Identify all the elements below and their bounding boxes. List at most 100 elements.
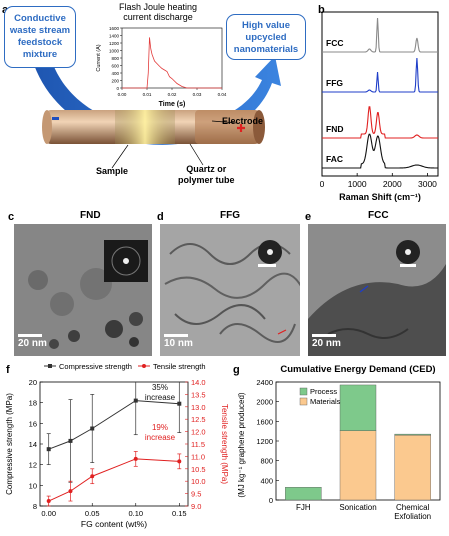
ced-ytick-label: 400 [260, 476, 273, 485]
strength-point [133, 456, 138, 461]
strength-ytick-left-label: 20 [29, 378, 37, 387]
strength-xtick-label: 0.10 [128, 509, 143, 518]
current-discharge-inset: 0 200 400 600 800 1000 1200 1400 1600 0.00 0.01 0.0… [92, 24, 228, 110]
inset-ytick-label: 200 [111, 79, 119, 84]
legend-swatch-process [299, 387, 308, 396]
inset-title: Flash Joule heating current discharge [98, 2, 218, 22]
strength-ytick-right-label: 11.0 [191, 452, 205, 461]
strength-ytick-right-label: 9.5 [191, 490, 201, 499]
strength-ytick-right-label: 11.5 [191, 440, 205, 449]
inset-xtick-label: 0.01 [143, 92, 152, 97]
strength-ytick-right-label: 14.0 [191, 378, 206, 387]
nanomaterials-line: nanomaterials [233, 44, 299, 55]
label-tube-line: polymer tube [178, 175, 235, 185]
label-electrode: Electrode [222, 116, 264, 126]
panel-a [0, 0, 310, 208]
scale-bar-ffg [164, 334, 188, 337]
legend-label-materials: Materials [310, 397, 341, 406]
scale-bar-fnd [18, 334, 42, 337]
tem-image-fnd: 20 nm [14, 224, 152, 356]
raman-xtick-label: 0 [320, 179, 325, 189]
strength-point [133, 398, 138, 403]
ced-bar-materials [394, 434, 431, 501]
legend-label-tensile: Tensile strength [153, 362, 206, 371]
raman-xtick-label: 1000 [348, 179, 367, 189]
tem-title-ffg: FFG [220, 210, 240, 221]
raman-spectrum [322, 106, 438, 139]
strength-point [46, 447, 51, 452]
ced-ytick-label: 2400 [256, 378, 273, 387]
strength-ytick-left-label: 12 [29, 461, 37, 470]
strength-ytick-right-label: 10.5 [191, 465, 206, 474]
strength-ytick-right-label: 9.0 [191, 502, 201, 511]
scale-label-fcc: 20 nm [312, 338, 341, 349]
strength-point [46, 499, 51, 504]
strength-ytick-right-label: 10.0 [191, 477, 206, 486]
inset-title-line: Flash Joule heating [118, 2, 198, 12]
strength-ytick-left-label: 10 [29, 481, 37, 490]
scale-label-ffg: 10 nm [164, 338, 193, 349]
strength-ytick-right-label: 12.5 [191, 415, 206, 424]
strength-ytick-left-label: 16 [29, 419, 37, 428]
strength-ytick-left-label: 14 [29, 440, 37, 449]
inset-xtick-label: 0.02 [168, 92, 177, 97]
legend-label-process: Process [310, 387, 337, 396]
scale-label-fnd: 20 nm [18, 338, 47, 349]
strength-ylabel-left: Compressive strength (MPa) [5, 393, 14, 495]
raman-spectrum-label: FND [326, 124, 343, 134]
raman-spectrum [322, 57, 438, 93]
ced-ytick-label: 1600 [256, 417, 273, 426]
strength-point [68, 489, 73, 494]
panel-label-b: b [318, 4, 325, 16]
legend-marker-compressive [48, 364, 52, 368]
panel-label-f: f [6, 364, 10, 376]
raman-spectrum-label: FCC [326, 38, 343, 48]
feedstock-line: mixture [22, 49, 58, 60]
ced-category-label: Exfoliation [394, 512, 431, 521]
inset-ytick-label: 1200 [109, 41, 120, 46]
scale-bar-fcc [312, 334, 336, 337]
raman-frame [321, 11, 439, 177]
raman-xtick-label: 3000 [418, 179, 437, 189]
strength-point [68, 438, 73, 443]
panel-label-c: c [8, 211, 15, 223]
ced-bar-process [285, 487, 322, 501]
strength-point [90, 474, 95, 479]
strength-xtick-label: 0.00 [41, 509, 56, 518]
feedstock-box: Conductive waste stream feedstock mixtur… [4, 6, 76, 68]
strength-ytick-right-label: 13.0 [191, 403, 206, 412]
strength-panel: 8 10 12 14 16 18 20 9.0 9.5 10.0 10.5 11.0 11.5 12.0 1… [0, 360, 230, 531]
raman-spectrum-label: FFG [326, 78, 343, 88]
strength-xtick-label: 0.15 [172, 509, 187, 518]
legend-swatch-materials [299, 397, 308, 406]
legend-marker-tensile [142, 364, 146, 368]
label-sample: Sample [96, 166, 129, 176]
strength-xtick-label: 0.05 [85, 509, 100, 518]
ced-ytick-label: 0 [269, 496, 273, 505]
strength-ytick-left-label: 8 [33, 502, 37, 511]
strength-ylabel-right: Tensile strength (MPa) [220, 404, 229, 484]
raman-spectrum-label: FAC [326, 154, 343, 164]
panel-label-d: d [157, 211, 164, 223]
annotation-tensile: 19% [152, 423, 168, 432]
ced-panel: Cumulative Energy Demand (CED) 0 400 800 120… [230, 360, 449, 531]
strength-ytick-right-label: 13.5 [191, 390, 206, 399]
ced-category-label: Chemical [396, 503, 430, 512]
strength-point [177, 459, 182, 464]
strength-ytick-right-label: 12.0 [191, 428, 206, 437]
inset-xtick-label: 0.04 [218, 92, 227, 97]
legend-label-compressive: Compressive strength [59, 362, 132, 371]
inset-ytick-label: 1400 [109, 34, 120, 39]
strength-point [177, 401, 182, 406]
label-tube-line: Quartz or [186, 164, 227, 174]
current-discharge-plot: 0 200 400 600 800 1000 1200 1400 1600 0.00 0.01 0.0… [96, 26, 227, 108]
panel-a-graphic [30, 48, 281, 169]
panel-label-g: g [233, 364, 240, 376]
raman-plot: 0 1000 2000 3000 Raman Shift (cm⁻¹) FCC FFG FND… [320, 11, 439, 202]
ced-bar-materials [339, 430, 377, 501]
raman-spectrum [322, 17, 438, 53]
ced-title: Cumulative Energy Demand (CED) [280, 364, 435, 375]
label-tube: Quartz or polymer tube [178, 164, 235, 186]
tem-title-fcc: FCC [368, 210, 389, 221]
nanomaterials-box: High value upcycled nanomaterials [226, 14, 306, 60]
